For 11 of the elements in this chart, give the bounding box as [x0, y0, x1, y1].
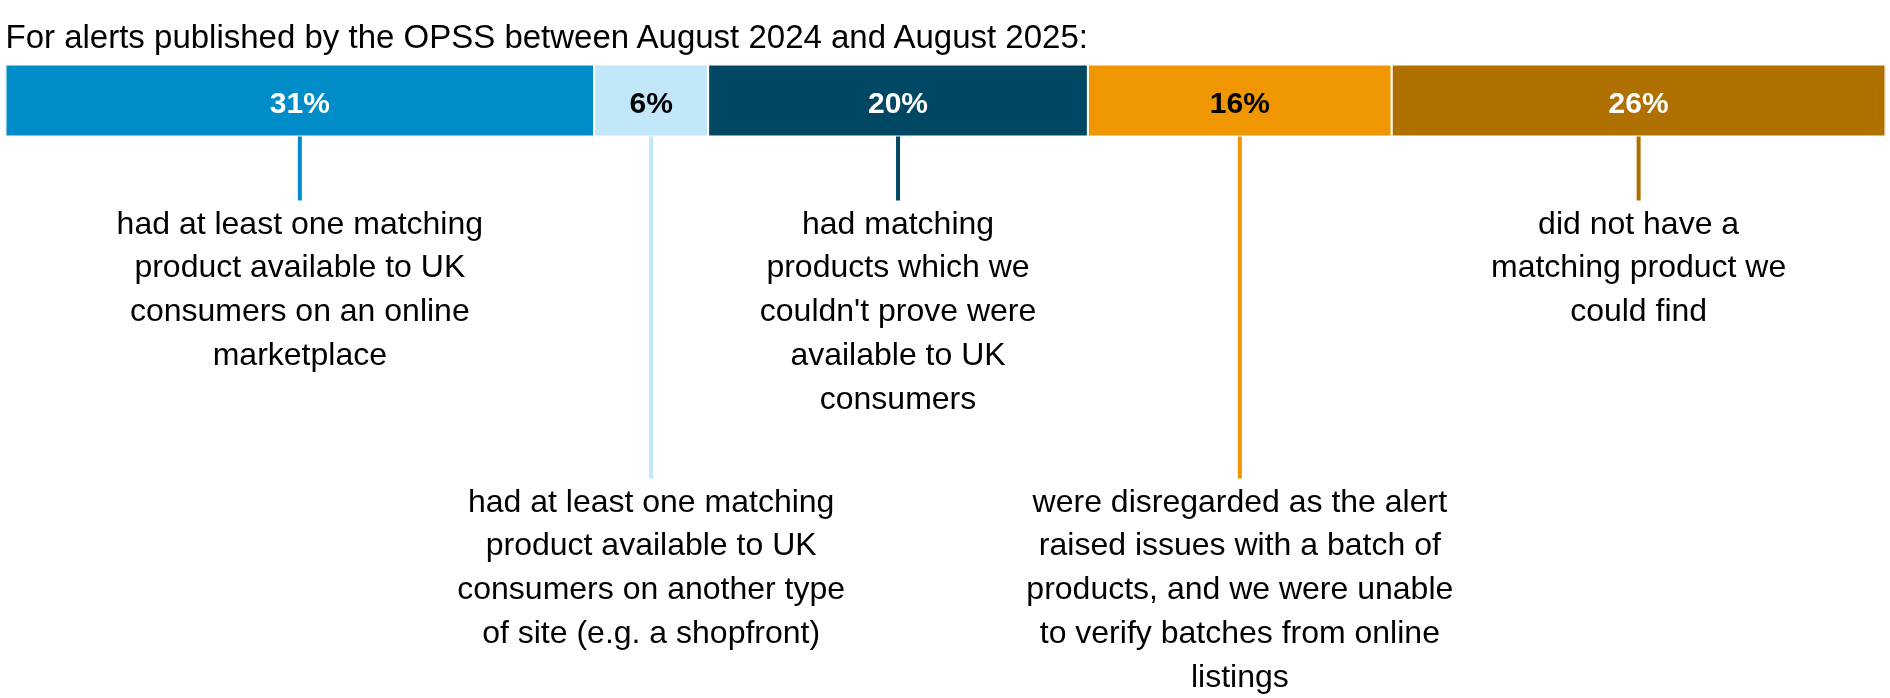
- data-label: 26%: [1608, 86, 1669, 119]
- text: had at least one matching product available to UK consumers on an online marketplace: [116, 204, 484, 373]
- data-label: 16%: [1209, 86, 1270, 119]
- legend-label: did not have a matching product we could find: [1491, 204, 1787, 329]
- text: had at least one matching product available to UK consumers on another type of site (e.g. a shopfront): [457, 482, 846, 651]
- data-label: 6%: [629, 86, 673, 119]
- chart-title: For alerts published by the OPSS between August 2024 and August 2025:: [5, 18, 1088, 55]
- legend-label: had matching products which we couldn't prove were available to UK consumers: [759, 204, 1037, 417]
- data-label: 20%: [868, 86, 929, 119]
- data-label: 31%: [269, 86, 330, 119]
- text: were disregarded as the alert raised issues with a batch of products, and we were unable to verify batches from online listings: [1026, 482, 1454, 695]
